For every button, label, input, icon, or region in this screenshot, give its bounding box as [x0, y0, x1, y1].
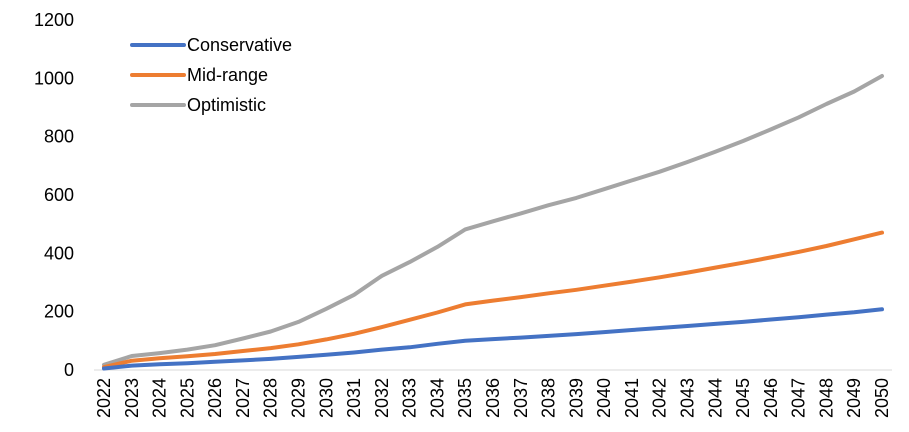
x-tick-label: 2043 — [678, 378, 698, 418]
x-tick-label: 2024 — [150, 378, 170, 418]
x-tick-label: 2028 — [261, 378, 281, 418]
series-line-optimistic — [102, 74, 884, 367]
x-tick-label: 2040 — [594, 378, 614, 418]
series-lines — [102, 74, 884, 371]
x-tick-label: 2032 — [372, 378, 392, 418]
x-tick-label: 2025 — [177, 378, 197, 418]
x-tick-label: 2046 — [761, 378, 781, 418]
x-tick-label: 2050 — [872, 378, 892, 418]
x-tick-label: 2044 — [705, 378, 725, 418]
x-tick-label: 2026 — [205, 378, 225, 418]
x-tick-label: 2039 — [566, 378, 586, 418]
y-tick-label: 1200 — [34, 10, 74, 30]
y-tick-label: 0 — [64, 360, 74, 380]
y-tick-label: 1000 — [34, 68, 74, 88]
legend-label: Conservative — [187, 35, 292, 55]
x-tick-label: 2029 — [289, 378, 309, 418]
x-tick-label: 2049 — [844, 378, 864, 418]
y-tick-label: 200 — [44, 302, 74, 322]
x-tick-label: 2037 — [511, 378, 531, 418]
x-tick-label: 2038 — [539, 378, 559, 418]
x-tick-label: 2035 — [455, 378, 475, 418]
x-tick-label: 2031 — [344, 378, 364, 418]
x-tick-label: 2033 — [400, 378, 420, 418]
y-tick-label: 600 — [44, 185, 74, 205]
legend-label: Mid-range — [187, 65, 268, 85]
x-tick-label: 2030 — [316, 378, 336, 418]
x-tick-label: 2041 — [622, 378, 642, 418]
x-tick-label: 2045 — [733, 378, 753, 418]
y-tick-label: 400 — [44, 243, 74, 263]
x-tick-label: 2023 — [122, 378, 142, 418]
legend-label: Optimistic — [187, 95, 266, 115]
x-tick-label: 2036 — [483, 378, 503, 418]
series-line-mid-range — [102, 230, 884, 370]
x-tick-label: 2048 — [816, 378, 836, 418]
x-tick-label: 2027 — [233, 378, 253, 418]
x-tick-label: 2042 — [650, 378, 670, 418]
series-line-conservative — [102, 307, 884, 371]
x-tick-label: 2022 — [94, 378, 114, 418]
y-axis-tick-labels: 0 200 400 600 800 1000 1200 — [34, 10, 74, 380]
y-tick-label: 800 — [44, 127, 74, 147]
x-tick-label: 2047 — [789, 378, 809, 418]
legend: Conservative Mid-range Optimistic — [130, 35, 292, 115]
x-axis-tick-labels: 2022 2023 2024 2025 2026 2027 2028 2029 2030 2031… — [94, 378, 892, 418]
x-tick-label: 2034 — [427, 378, 447, 418]
